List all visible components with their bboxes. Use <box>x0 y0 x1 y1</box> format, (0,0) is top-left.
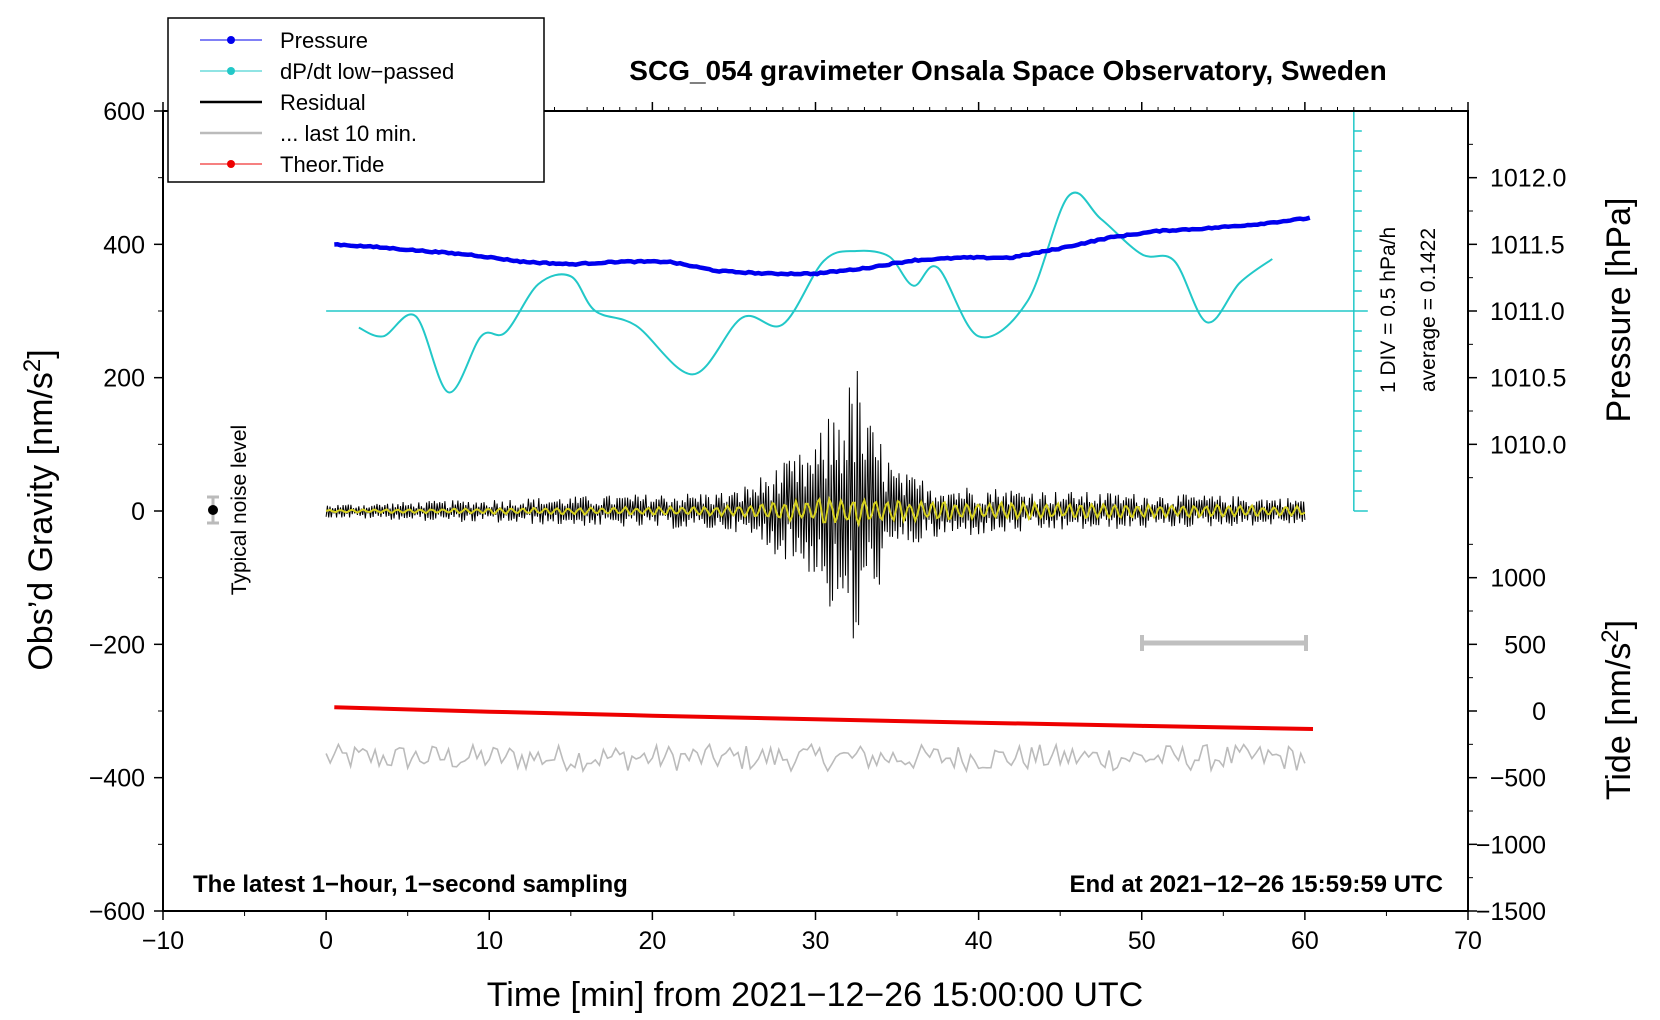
legend-label: Residual <box>280 90 366 115</box>
legend-label: Theor.Tide <box>280 152 384 177</box>
noise-label: Typical noise level <box>228 425 251 595</box>
y-tick-label: −200 <box>89 631 145 659</box>
pressure-tick-label: 1012.0 <box>1490 165 1566 193</box>
scale-bar <box>1140 635 1308 651</box>
x-tick-label: 50 <box>1128 927 1156 955</box>
chart-title: SCG_054 gravimeter Onsala Space Observat… <box>629 55 1386 86</box>
legend-box <box>167 17 545 183</box>
chart-traces <box>325 110 1368 774</box>
y-tick-label: −400 <box>89 765 145 793</box>
tide-tick-label: 500 <box>1504 631 1546 659</box>
x-tick-label: 30 <box>802 927 830 955</box>
noise-point <box>208 505 218 515</box>
x-tick-label: 40 <box>965 927 993 955</box>
pressure-tick-label: 1011.0 <box>1490 298 1565 326</box>
y-axis-title-left: Obs’d Gravity [nm/s2] <box>19 349 60 670</box>
x-tick-label: 20 <box>638 927 666 955</box>
x-tick-label: 10 <box>475 927 503 955</box>
tide-tick-label: −500 <box>1490 765 1546 793</box>
y-axis-title-pressure: Pressure [hPa] <box>1600 198 1638 423</box>
y-tick-label: 0 <box>131 498 145 526</box>
y-tick-label: −600 <box>89 898 145 926</box>
y-tick-label: 600 <box>103 98 145 126</box>
legend-label: Pressure <box>280 28 368 53</box>
pressure-tick-label: 1010.5 <box>1490 365 1566 393</box>
end-time-note: End at 2021−12−26 15:59:59 UTC <box>1069 871 1443 898</box>
pressure-tick-label: 1011.5 <box>1490 231 1565 259</box>
legend-marker <box>227 160 235 168</box>
tide-line <box>334 705 1314 731</box>
tide-tick-label: −1000 <box>1476 831 1546 859</box>
y-tick-label: 400 <box>103 231 145 259</box>
y-axis-title-tide-sup: 2 <box>1597 629 1624 642</box>
legend-marker <box>227 36 235 44</box>
pressure-rate-average-label: average = 0.1422 <box>1417 228 1440 392</box>
pressure-line <box>334 215 1311 277</box>
residual-line <box>325 370 1306 639</box>
y-axis-title-tide: Tide [nm/s2] <box>1597 620 1638 800</box>
y-tick-label: 200 <box>103 365 145 393</box>
legend-label: ... last 10 min. <box>280 121 417 146</box>
chart-legend: Pressure dP/dt low−passed Residual ... last… <box>167 17 545 183</box>
residual-lowpassed-line <box>325 495 1306 528</box>
x-tick-label: −10 <box>142 927 184 955</box>
x-tick-label: 60 <box>1291 927 1319 955</box>
x-tick-label: 70 <box>1454 927 1482 955</box>
y-axis-title-left-end: ] <box>22 349 60 358</box>
y-axis-title-tide-main: Tide [nm/s <box>1600 643 1638 800</box>
tide-tick-label: 0 <box>1532 698 1546 726</box>
tide-tick-label: 1000 <box>1490 565 1546 593</box>
x-axis-title: Time [min] from 2021−12−26 15:00:00 UTC <box>487 976 1143 1014</box>
y-axis-title-tide-end: ] <box>1600 620 1638 629</box>
legend-label: dP/dt low−passed <box>280 59 454 84</box>
sampling-note: The latest 1−hour, 1−second sampling <box>193 871 628 898</box>
y-axis-title-left-sup: 2 <box>19 359 46 372</box>
x-tick-label: 0 <box>319 927 333 955</box>
pressure-tick-label: 1010.0 <box>1490 431 1566 459</box>
chart-axes: −10 0 10 20 30 40 50 60 70 −600 −400 −200 0 200 400 600… <box>89 98 1567 955</box>
y-axis-title-left-main: Obs’d Gravity [nm/s <box>22 372 60 671</box>
noise-level-marker: Typical noise level <box>207 425 251 595</box>
last-10-min-line <box>325 742 1306 774</box>
legend-marker <box>227 67 235 75</box>
tide-tick-label: −1500 <box>1476 898 1546 926</box>
pressure-rate-div-label: 1 DIV = 0.5 hPa/h <box>1377 227 1400 393</box>
